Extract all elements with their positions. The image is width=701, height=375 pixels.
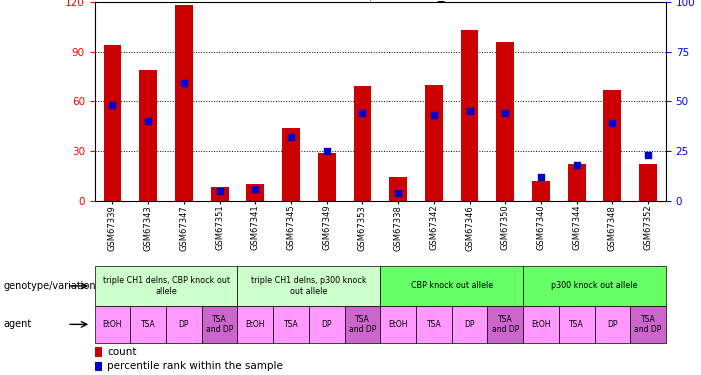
Text: DP: DP: [464, 320, 475, 329]
Text: EtOH: EtOH: [103, 320, 122, 329]
Bar: [202, 306, 238, 343]
Bar: [496, 42, 515, 201]
Text: percentile rank within the sample: percentile rank within the sample: [107, 362, 283, 371]
Point: [178, 80, 189, 86]
Text: count: count: [107, 347, 137, 357]
Point: [393, 190, 404, 196]
Bar: [604, 90, 621, 201]
Point: [285, 134, 297, 140]
Bar: [246, 184, 264, 201]
Bar: [559, 306, 594, 343]
Bar: [318, 153, 336, 201]
Point: [643, 152, 654, 158]
Bar: [451, 306, 487, 343]
Point: [536, 174, 547, 180]
Text: TSA
and DP: TSA and DP: [491, 315, 519, 334]
Point: [107, 102, 118, 108]
Bar: [353, 86, 372, 201]
Text: TSA
and DP: TSA and DP: [634, 315, 662, 334]
Text: TSA: TSA: [426, 320, 441, 329]
Bar: [532, 181, 550, 201]
Point: [428, 112, 440, 118]
Text: triple CH1 delns, CBP knock out
allele: triple CH1 delns, CBP knock out allele: [102, 276, 229, 296]
Point: [321, 148, 332, 154]
Text: DP: DP: [322, 320, 332, 329]
Bar: [95, 362, 102, 371]
Text: TSA
and DP: TSA and DP: [349, 315, 376, 334]
Point: [500, 110, 511, 116]
Text: agent: agent: [4, 320, 32, 329]
Bar: [416, 306, 451, 343]
Bar: [104, 45, 121, 201]
Text: triple CH1 delns, p300 knock
out allele: triple CH1 delns, p300 knock out allele: [251, 276, 367, 296]
Text: EtOH: EtOH: [531, 320, 551, 329]
Text: DP: DP: [607, 320, 618, 329]
Text: TSA: TSA: [569, 320, 584, 329]
Bar: [139, 70, 157, 201]
Bar: [461, 30, 479, 201]
Bar: [175, 5, 193, 201]
Bar: [238, 266, 381, 306]
Bar: [95, 266, 238, 306]
Text: p300 knock out allele: p300 knock out allele: [551, 281, 638, 290]
Bar: [211, 188, 229, 201]
Point: [214, 188, 225, 194]
Text: TSA: TSA: [284, 320, 299, 329]
Bar: [425, 85, 443, 201]
Bar: [523, 266, 666, 306]
Bar: [95, 347, 102, 357]
Text: TSA: TSA: [141, 320, 156, 329]
Text: TSA
and DP: TSA and DP: [206, 315, 233, 334]
Text: genotype/variation: genotype/variation: [4, 281, 96, 291]
Bar: [487, 306, 523, 343]
Bar: [130, 306, 166, 343]
Text: EtOH: EtOH: [388, 320, 408, 329]
Bar: [380, 266, 523, 306]
Point: [357, 110, 368, 116]
Point: [142, 118, 154, 124]
Point: [607, 120, 618, 126]
Bar: [568, 164, 585, 201]
Bar: [345, 306, 380, 343]
Bar: [166, 306, 202, 343]
Bar: [389, 177, 407, 201]
Point: [464, 108, 475, 114]
Bar: [238, 306, 273, 343]
Bar: [639, 164, 657, 201]
Text: CBP knock out allele: CBP knock out allele: [411, 281, 493, 290]
Bar: [273, 306, 309, 343]
Bar: [309, 306, 345, 343]
Bar: [523, 306, 559, 343]
Point: [250, 186, 261, 192]
Bar: [630, 306, 666, 343]
Bar: [380, 306, 416, 343]
Title: GDS2162 / 1421623_at: GDS2162 / 1421623_at: [303, 0, 458, 1]
Bar: [282, 128, 300, 201]
Bar: [95, 306, 130, 343]
Text: DP: DP: [179, 320, 189, 329]
Point: [571, 162, 583, 168]
Text: EtOH: EtOH: [245, 320, 265, 329]
Bar: [594, 306, 630, 343]
